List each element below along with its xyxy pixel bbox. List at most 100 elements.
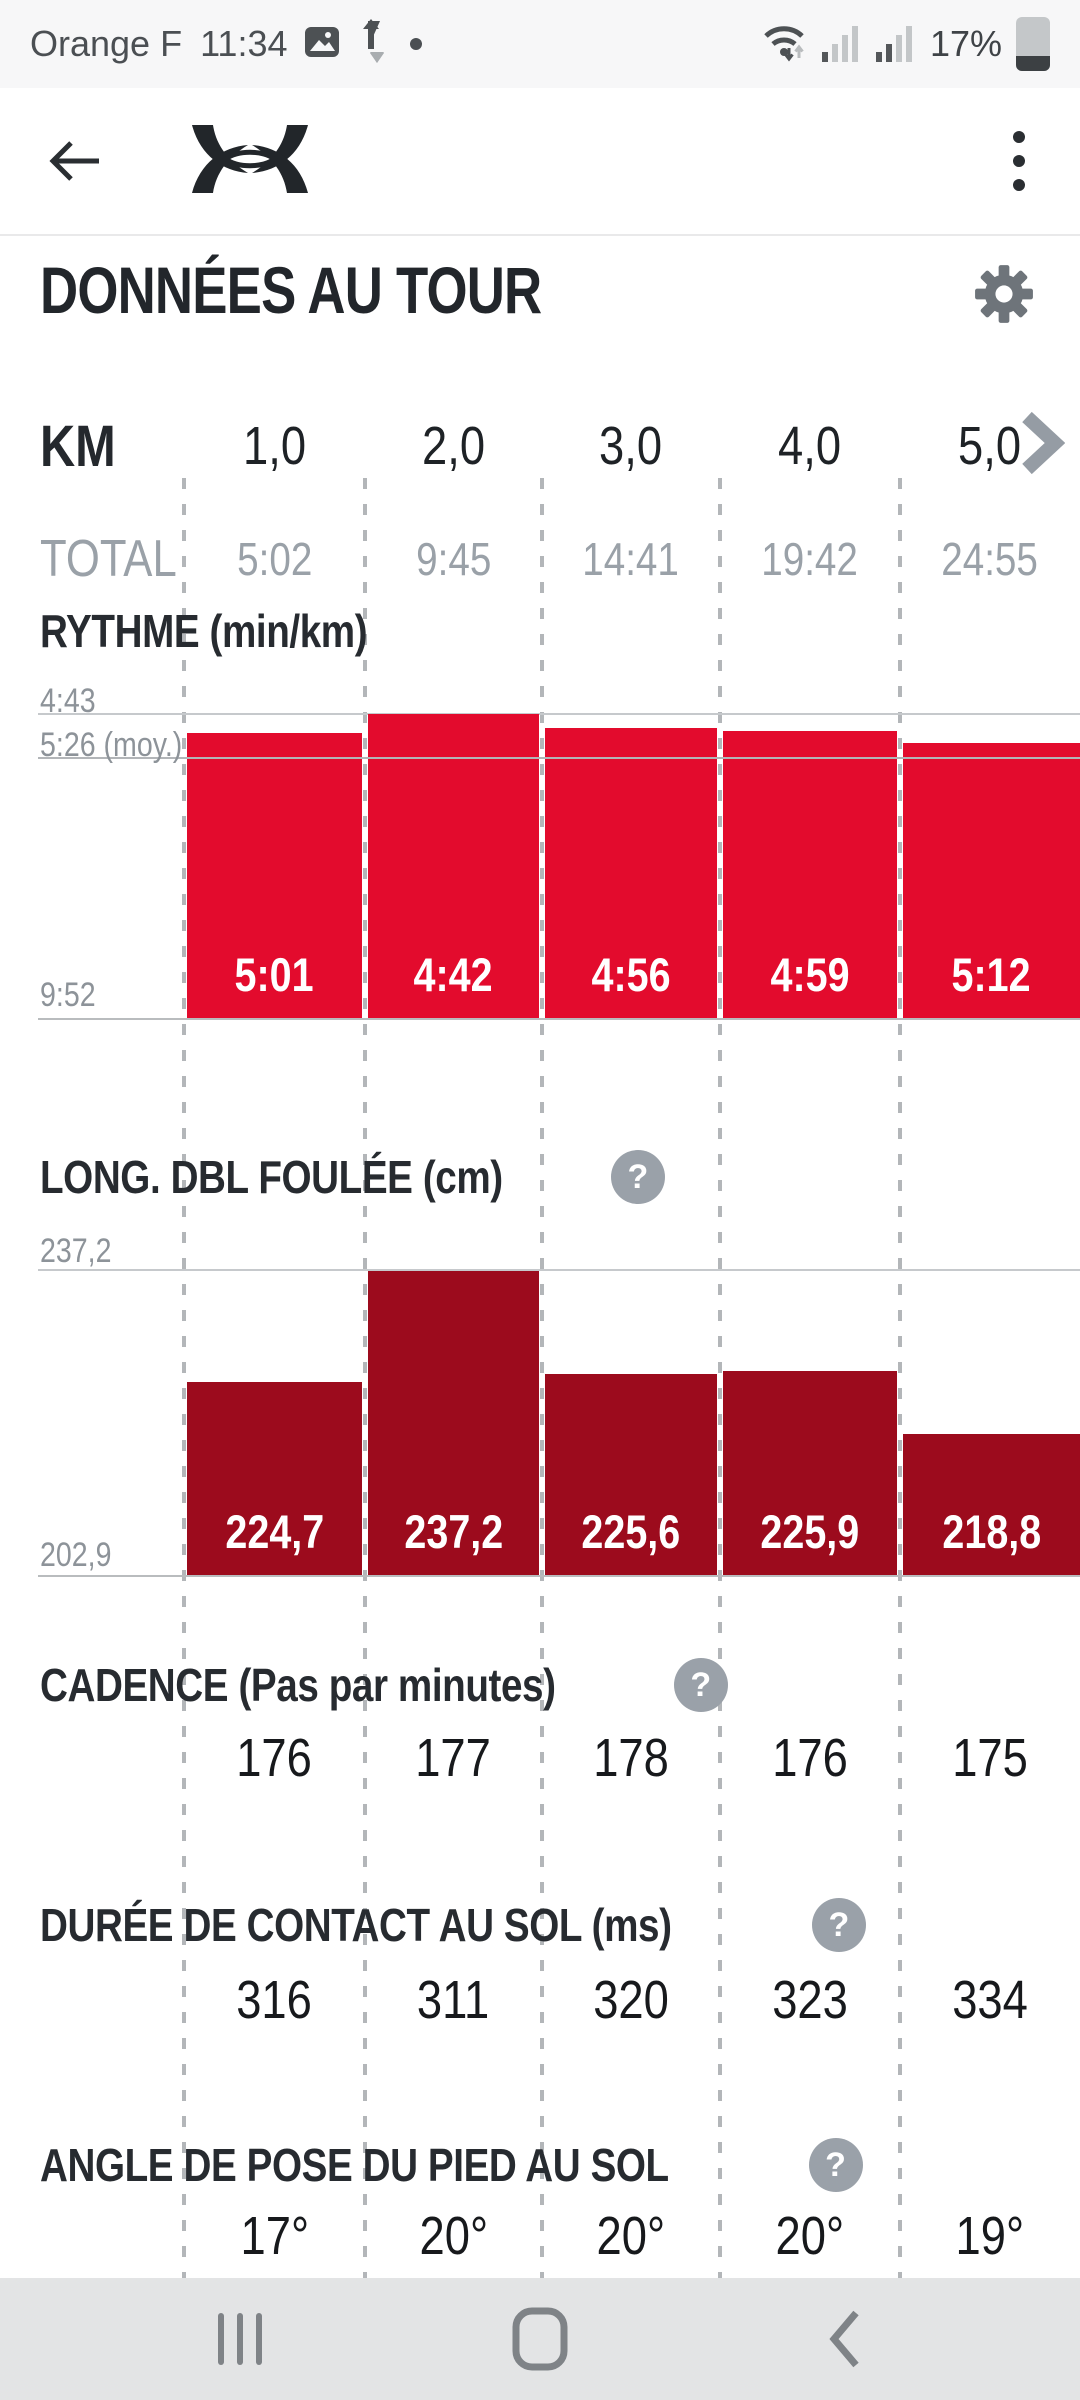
signal-icon-sim1	[821, 20, 862, 69]
back-arrow-icon	[49, 141, 99, 181]
wifi-icon	[760, 20, 808, 69]
question-icon: ?	[825, 2145, 846, 2184]
stride-bar: 225,6	[545, 1373, 717, 1575]
pace-bar-value: 4:59	[770, 947, 850, 1001]
pace-axis-top-label: 4:43	[40, 682, 96, 720]
recents-icon	[218, 2313, 262, 2365]
km-label: KM	[40, 413, 116, 479]
battery-icon	[1016, 17, 1050, 71]
total-value: 14:41	[582, 533, 680, 585]
ground-contact-value: 320	[593, 1970, 669, 2030]
back-nav-button[interactable]	[775, 2278, 915, 2400]
signal-icon-sim2	[875, 20, 916, 69]
overflow-menu-icon	[1013, 131, 1025, 191]
total-value: 24:55	[941, 533, 1039, 585]
back-button[interactable]	[40, 126, 110, 196]
pace-bar: 4:56	[545, 727, 717, 1018]
cadence-title: CADENCE (Pas par minutes) ?	[40, 1658, 728, 1712]
pace-bar: 4:59	[723, 730, 897, 1018]
pace-bar-value: 4:42	[413, 947, 494, 1001]
km-value: 4,0	[778, 416, 842, 476]
dashed-gridline	[363, 478, 367, 2278]
settings-button[interactable]	[972, 262, 1036, 326]
total-label: TOTAL	[40, 530, 177, 588]
stride-bar: 237,2	[368, 1271, 539, 1575]
stride-bar-value: 237,2	[404, 1505, 503, 1558]
pace-bar-value: 5:12	[951, 947, 1032, 1001]
ground-contact-title: DURÉE DE CONTACT AU SOL (ms) ?	[40, 1898, 866, 1952]
pace-chart-title: RYTHME (min/km)	[40, 605, 368, 657]
ground-contact-value: 323	[772, 1970, 848, 2030]
stride-bar: 225,9	[723, 1371, 897, 1575]
pace-axis-bottom-label: 9:52	[40, 976, 96, 1014]
total-value: 9:45	[415, 533, 492, 585]
gallery-icon	[302, 22, 342, 67]
stride-bar-value: 225,6	[581, 1504, 681, 1558]
stride-help-button[interactable]: ?	[610, 1150, 665, 1204]
foot-strike-value: 20°	[775, 2206, 845, 2266]
pace-bar: 5:01	[187, 732, 362, 1018]
dashed-gridline	[898, 478, 902, 2278]
lap-total-row: TOTAL 5:02 9:45 14:41 19:42 24:55	[0, 520, 1080, 598]
question-icon: ?	[627, 1157, 649, 1196]
page-title: DONNÉES AU TOUR	[40, 253, 542, 327]
status-bar: Orange F 11:34 17%	[0, 0, 1080, 88]
overflow-menu-button[interactable]	[994, 126, 1044, 196]
km-value: 3,0	[599, 416, 663, 476]
home-button[interactable]	[470, 2278, 610, 2400]
stride-chart-title: LONG. DBL FOULÉE (cm) ?	[40, 1150, 665, 1204]
battery-percent: 17%	[929, 23, 1002, 64]
foot-strike-values-row: 17° 20° 20° 20° 19°	[0, 2198, 1080, 2274]
ground-contact-value: 334	[952, 1970, 1028, 2030]
stride-bar-value: 224,7	[225, 1504, 324, 1558]
pace-axis-avg-label: 5:26 (moy.)	[40, 726, 183, 764]
foot-strike-value: 17°	[240, 2206, 309, 2266]
home-icon	[512, 2307, 568, 2371]
pace-bar-value: 4:56	[591, 947, 671, 1001]
ground-contact-value: 311	[417, 1970, 490, 2030]
dashed-gridline	[540, 478, 544, 2278]
foot-strike-value: 19°	[955, 2206, 1025, 2266]
cadence-value: 176	[236, 1728, 313, 1788]
stride-top-gridline	[38, 1269, 1080, 1271]
foot-strike-angle-title: ANGLE DE POSE DU PIED AU SOL ?	[40, 2138, 863, 2192]
stride-bottom-gridline	[38, 1575, 1080, 1577]
data-activity-icon	[356, 18, 390, 70]
foot-strike-value: 20°	[596, 2206, 666, 2266]
cadence-value: 175	[952, 1728, 1028, 1788]
km-value: 1,0	[242, 416, 307, 476]
next-laps-button[interactable]	[1014, 408, 1070, 478]
pace-bottom-gridline	[38, 1018, 1080, 1020]
dashed-gridline	[182, 478, 186, 2278]
total-value: 5:02	[236, 533, 313, 585]
cadence-values-row: 176 177 178 176 175	[0, 1720, 1080, 1796]
cadence-help-button[interactable]: ?	[673, 1658, 728, 1712]
pace-average-line	[38, 757, 1080, 760]
cadence-value: 176	[772, 1728, 848, 1788]
total-value: 19:42	[761, 533, 859, 585]
foot-strike-value: 20°	[419, 2206, 488, 2266]
ground-contact-help-button[interactable]: ?	[811, 1898, 866, 1952]
under-armour-logo	[188, 123, 312, 200]
pace-top-gridline	[38, 713, 1080, 715]
system-nav-bar	[0, 2278, 1080, 2400]
cadence-value: 178	[593, 1728, 669, 1788]
clock: 11:34	[200, 23, 288, 64]
carrier-label: Orange F	[30, 23, 183, 64]
km-value: 2,0	[421, 416, 486, 476]
pace-bar: 5:12	[903, 743, 1080, 1018]
stride-bar-value: 225,9	[760, 1504, 860, 1558]
app-bar	[0, 88, 1080, 236]
stride-bar: 218,8	[903, 1434, 1080, 1575]
ground-contact-values-row: 316 311 320 323 334	[0, 1962, 1080, 2038]
stride-axis-bottom-label: 202,9	[40, 1536, 112, 1574]
stride-axis-top-label: 237,2	[40, 1232, 112, 1270]
cadence-value: 177	[415, 1728, 492, 1788]
question-icon: ?	[690, 1665, 712, 1704]
recents-button[interactable]	[170, 2278, 310, 2400]
stride-bar: 224,7	[187, 1381, 362, 1575]
foot-strike-help-button[interactable]: ?	[808, 2138, 863, 2192]
dashed-gridline	[718, 478, 722, 2278]
lap-km-row: KM 1,0 2,0 3,0 4,0 5,0	[0, 402, 1080, 490]
